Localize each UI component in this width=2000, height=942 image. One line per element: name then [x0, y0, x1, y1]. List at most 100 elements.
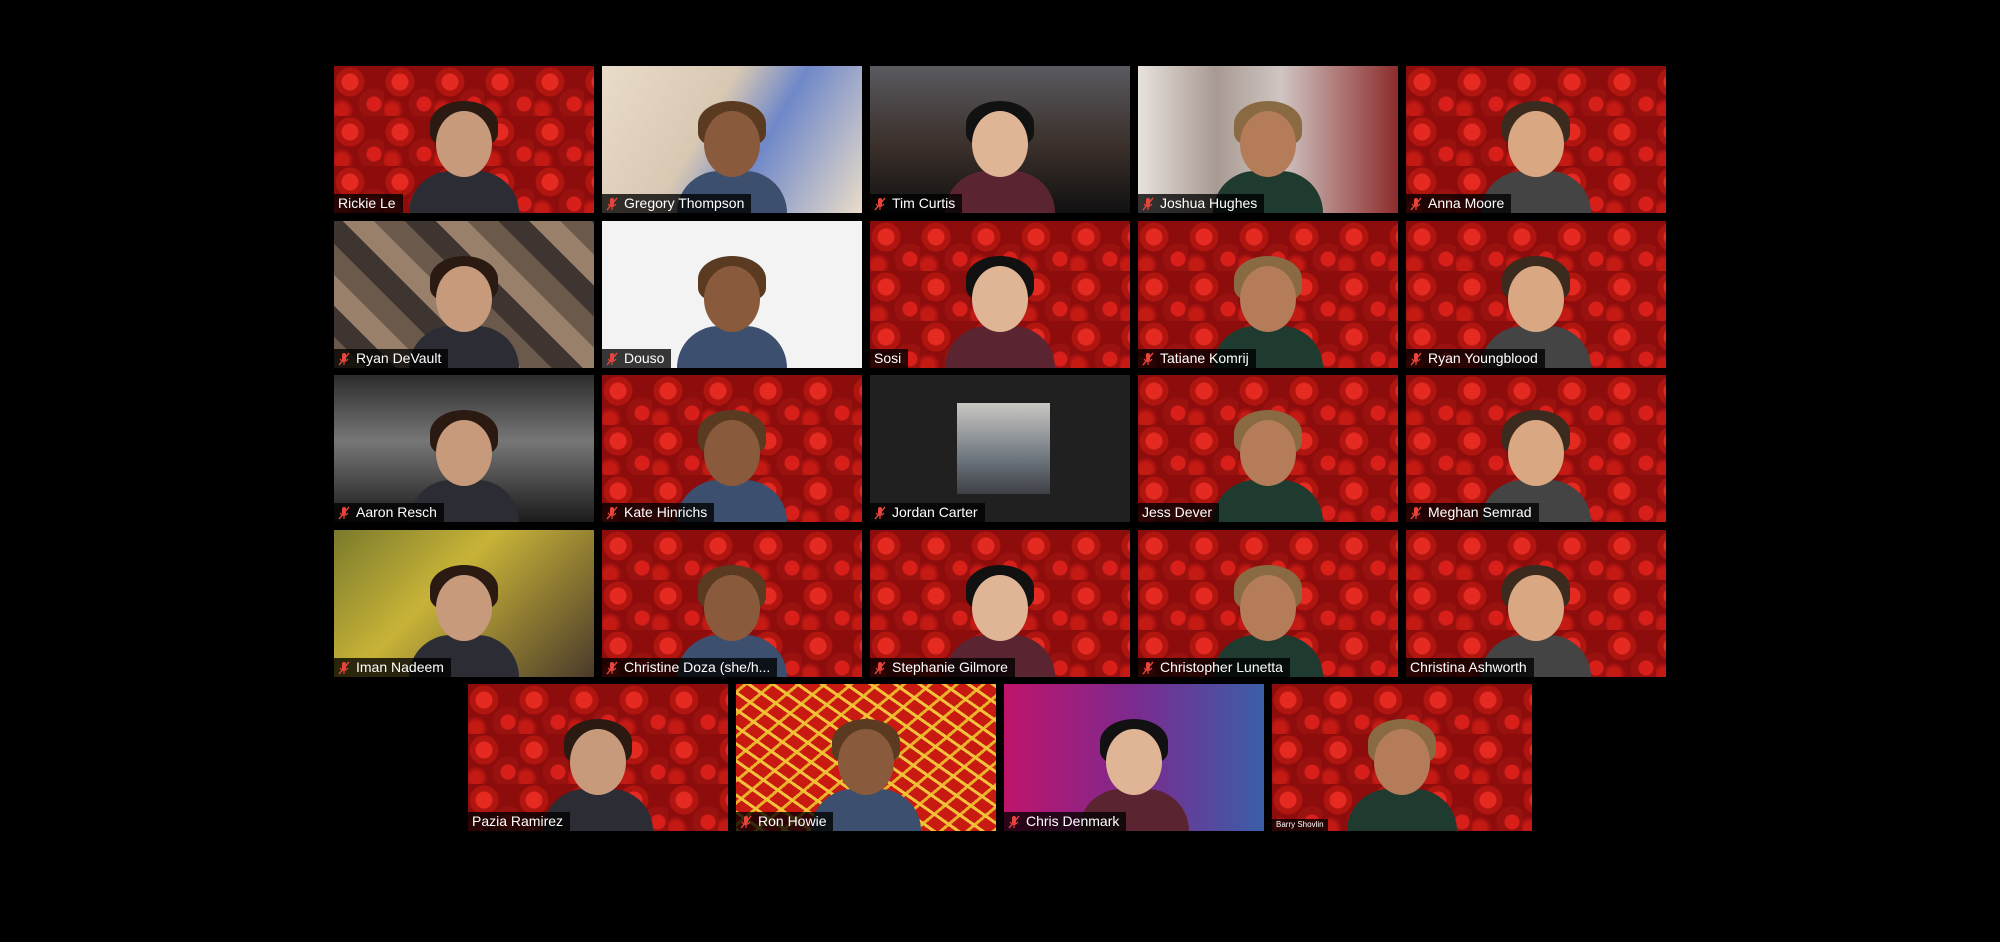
participant-tile[interactable]: Aaron Resch	[334, 375, 594, 522]
muted-microphone-icon	[1410, 352, 1422, 365]
participant-video	[1481, 93, 1591, 213]
participant-name: Pazia Ramirez	[472, 813, 564, 829]
participant-tile[interactable]: Anna Moore	[1406, 66, 1666, 213]
participant-name-label: Ryan Youngblood	[1406, 349, 1545, 368]
participant-tile[interactable]: Jess Dever	[1138, 375, 1398, 522]
participant-name: Christopher Lunetta	[1160, 659, 1283, 675]
participant-name: Douso	[624, 350, 665, 366]
participant-name: Tim Curtis	[892, 195, 956, 211]
participant-name: Stephanie Gilmore	[892, 659, 1008, 675]
participant-video	[1079, 711, 1189, 831]
participant-name: Rickie Le	[338, 195, 396, 211]
participant-name: Gregory Thompson	[624, 195, 745, 211]
participant-name-label: Barry Shovlin	[1272, 819, 1328, 831]
muted-microphone-icon	[606, 661, 618, 674]
participant-tile[interactable]: Meghan Semrad	[1406, 375, 1666, 522]
participant-name-label: Meghan Semrad	[1406, 503, 1539, 522]
participant-tile[interactable]: Rickie Le	[334, 66, 594, 213]
muted-microphone-icon	[606, 506, 618, 519]
participant-name: Ryan DeVault	[356, 350, 442, 366]
profile-picture	[957, 403, 1050, 494]
participant-tile[interactable]: Joshua Hughes	[1138, 66, 1398, 213]
participant-tile[interactable]: Ron Howie	[736, 684, 996, 831]
participant-name-label: Christine Doza (she/h...	[602, 658, 778, 677]
participant-name-label: Ryan DeVault	[334, 349, 449, 368]
muted-microphone-icon	[740, 815, 752, 828]
muted-microphone-icon	[1410, 506, 1422, 519]
participant-name: Christine Doza (she/h...	[624, 659, 771, 675]
participant-name: Kate Hinrichs	[624, 504, 708, 520]
muted-microphone-icon	[874, 661, 886, 674]
participant-name: Chris Denmark	[1026, 813, 1120, 829]
participant-video	[945, 93, 1055, 213]
muted-microphone-icon	[1142, 197, 1154, 210]
participant-name-label: Iman Nadeem	[334, 658, 451, 677]
participant-name: Ron Howie	[758, 813, 827, 829]
participant-name: Barry Shovlin	[1276, 820, 1324, 829]
participant-video	[409, 93, 519, 213]
muted-microphone-icon	[1142, 661, 1154, 674]
participant-name-label: Douso	[602, 349, 672, 368]
participant-tile[interactable]: Jordan Carter	[870, 375, 1130, 522]
muted-microphone-icon	[874, 197, 886, 210]
participant-name-label: Chris Denmark	[1004, 812, 1127, 831]
participant-name-label: Tatiane Komrij	[1138, 349, 1256, 368]
participant-name-label: Ron Howie	[736, 812, 834, 831]
participant-name-label: Anna Moore	[1406, 194, 1512, 213]
participant-name-label: Joshua Hughes	[1138, 194, 1265, 213]
participant-tile[interactable]: Tim Curtis	[870, 66, 1130, 213]
participant-name-label: Kate Hinrichs	[602, 503, 715, 522]
participant-video	[1213, 402, 1323, 522]
muted-microphone-icon	[338, 661, 350, 674]
participant-tile[interactable]: Stephanie Gilmore	[870, 530, 1130, 677]
participant-tile[interactable]: Christine Doza (she/h...	[602, 530, 862, 677]
participant-tile[interactable]: Chris Denmark	[1004, 684, 1264, 831]
participant-name: Iman Nadeem	[356, 659, 444, 675]
muted-microphone-icon	[606, 197, 618, 210]
participant-tile[interactable]: Tatiane Komrij	[1138, 221, 1398, 368]
participant-tile[interactable]: Douso	[602, 221, 862, 368]
participant-name: Jess Dever	[1142, 504, 1213, 520]
participant-name: Meghan Semrad	[1428, 504, 1532, 520]
participant-tile[interactable]: Christopher Lunetta	[1138, 530, 1398, 677]
participant-video	[409, 557, 519, 677]
participant-name-label: Stephanie Gilmore	[870, 658, 1015, 677]
participant-name: Sosi	[874, 350, 902, 366]
participant-name: Aaron Resch	[356, 504, 437, 520]
participant-name-label: Jess Dever	[1138, 503, 1220, 522]
participant-name-label: Christopher Lunetta	[1138, 658, 1290, 677]
participant-video	[409, 402, 519, 522]
muted-microphone-icon	[338, 506, 350, 519]
participant-name-label: Aaron Resch	[334, 503, 444, 522]
participant-name-label: Christina Ashworth	[1406, 658, 1534, 677]
participant-tile[interactable]: Sosi	[870, 221, 1130, 368]
participant-tile[interactable]: Gregory Thompson	[602, 66, 862, 213]
participant-tile[interactable]: Kate Hinrichs	[602, 375, 862, 522]
participant-video	[945, 557, 1055, 677]
participant-name: Jordan Carter	[892, 504, 978, 520]
participant-tile[interactable]: Ryan DeVault	[334, 221, 594, 368]
participant-video	[409, 248, 519, 368]
participant-name: Joshua Hughes	[1160, 195, 1258, 211]
participant-tile[interactable]: Iman Nadeem	[334, 530, 594, 677]
participant-tile[interactable]: Ryan Youngblood	[1406, 221, 1666, 368]
muted-microphone-icon	[1008, 815, 1020, 828]
muted-microphone-icon	[874, 506, 886, 519]
participant-name-label: Tim Curtis	[870, 194, 963, 213]
participant-video	[677, 248, 787, 368]
participant-video	[1213, 248, 1323, 368]
participant-name: Anna Moore	[1428, 195, 1505, 211]
muted-microphone-icon	[606, 352, 618, 365]
participant-tile[interactable]: Barry Shovlin	[1272, 684, 1532, 831]
participant-tile[interactable]: Pazia Ramirez	[468, 684, 728, 831]
participant-name-label: Sosi	[870, 349, 909, 368]
muted-microphone-icon	[1410, 197, 1422, 210]
participant-name-label: Pazia Ramirez	[468, 812, 571, 831]
participant-video	[945, 248, 1055, 368]
participant-tile[interactable]: Christina Ashworth	[1406, 530, 1666, 677]
participant-name-label: Jordan Carter	[870, 503, 985, 522]
participant-name: Tatiane Komrij	[1160, 350, 1249, 366]
muted-microphone-icon	[338, 352, 350, 365]
muted-microphone-icon	[1142, 352, 1154, 365]
